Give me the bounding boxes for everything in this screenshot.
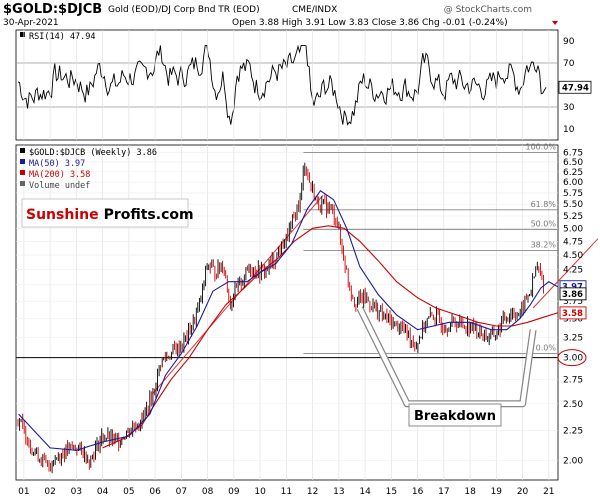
breakdown-label: Breakdown <box>414 409 496 424</box>
chart-date: 30-Apr-2021 <box>3 18 59 28</box>
rsi-value-label: 47.94 <box>562 83 589 93</box>
rsi-tick-30: 30 <box>563 103 575 113</box>
legend-ma200: MA(200) 3.58 <box>29 170 90 180</box>
rsi-legend-swatch <box>20 32 25 37</box>
fib-label: 100.0% <box>525 142 556 151</box>
logo-text: Sunshine Profits.com <box>26 207 194 223</box>
rsi-legend-label: RSI(14) 47.94 <box>29 32 96 42</box>
x-tick-05: 05 <box>123 487 134 497</box>
y-tick-2.75: 2.75 <box>563 376 583 386</box>
x-tick-06: 06 <box>149 487 161 497</box>
fibonacci-levels: 100.0% 61.8% 50.0% 38.2% 0.0% <box>303 142 558 354</box>
y-tick-5.50: 5.50 <box>563 200 583 210</box>
logo-text-profits: Profits.com <box>104 207 194 223</box>
y-tick-6.50: 6.50 <box>563 158 583 168</box>
breakdown-callout: Breakdown <box>408 403 502 427</box>
x-tick-11: 11 <box>281 487 292 497</box>
y-tick-5.75: 5.75 <box>563 189 583 199</box>
legend-swatch-ma50 <box>20 159 25 164</box>
chart-symbol: $GOLD:$DJCB <box>3 2 102 17</box>
x-tick-14: 14 <box>359 487 371 497</box>
rsi-tick-70: 70 <box>563 59 575 69</box>
rsi-tick-90: 90 <box>563 37 575 47</box>
rsi-value-tag: 47.94 <box>558 80 592 94</box>
legend-swatch-price <box>20 148 25 153</box>
legend-ma50: MA(50) 3.97 <box>29 159 85 169</box>
x-tick-13: 13 <box>333 487 344 497</box>
fib-label: 50.0% <box>531 219 557 228</box>
x-tick-17: 17 <box>438 487 449 497</box>
ohlc-readout: Open 3.88 High 3.91 Low 3.83 Close 3.86 … <box>232 18 508 28</box>
price-tag-label: 3.86 <box>562 290 583 300</box>
x-axis-ticks: 01 02 03 04 05 06 07 08 09 10 11 12 13 14 15 16 17 18 19 20… <box>18 487 554 497</box>
x-tick-19: 19 <box>491 487 503 497</box>
rsi-tick-10: 10 <box>563 125 575 135</box>
x-tick-21: 21 <box>543 487 554 497</box>
chart-description: Gold (EOD)/DJ Corp Bnd TR (EOD) <box>108 5 260 15</box>
chart-exchange: CME/INDX <box>292 5 337 15</box>
fib-label: 38.2% <box>531 241 557 250</box>
x-tick-02: 02 <box>44 487 55 497</box>
x-tick-03: 03 <box>71 487 82 497</box>
y-tick-5.00: 5.00 <box>563 224 583 234</box>
legend-price: $GOLD:$DJCB (Weekly) 3.86 <box>29 148 157 158</box>
price-panel: 100.0% 61.8% 50.0% 38.2% 0.0% Breakdown $GOL… <box>15 30 599 497</box>
rsi-legend: RSI(14) 47.94 <box>20 32 96 42</box>
rsi-line <box>17 44 547 126</box>
circle-3.00 <box>557 349 587 367</box>
x-tick-10: 10 <box>254 487 266 497</box>
circled-level <box>557 349 587 367</box>
support-trendline-extension <box>532 238 599 309</box>
y-tick-5.25: 5.25 <box>563 212 583 222</box>
legend-swatch-ma200 <box>20 170 25 175</box>
x-tick-09: 09 <box>228 487 240 497</box>
logo-text-sunshine: Sunshine <box>26 207 99 223</box>
rsi-value-box <box>558 80 592 94</box>
copyright-label: @ StockCharts.com <box>444 5 532 15</box>
y-tick-6.75: 6.75 <box>563 148 583 158</box>
x-tick-07: 07 <box>176 487 187 497</box>
fib-label: 0.0% <box>536 343 557 352</box>
fib-label: 61.8% <box>531 200 557 209</box>
y-tick-6.00: 6.00 <box>563 178 583 188</box>
y-tick-2.25: 2.25 <box>563 426 583 436</box>
rsi-grid <box>16 62 558 108</box>
y-tick-2.50: 2.50 <box>563 400 583 410</box>
breakdown-box <box>408 403 502 427</box>
price-legend: $GOLD:$DJCB (Weekly) 3.86 MA(50) 3.97 MA… <box>20 148 157 191</box>
sunshine-profits-logo: Sunshine Profits.com <box>21 198 194 228</box>
x-tick-01: 01 <box>18 487 29 497</box>
y-tick-4.50: 4.50 <box>563 251 583 261</box>
y-tick-6.25: 6.25 <box>563 168 583 178</box>
x-tick-20: 20 <box>517 487 529 497</box>
price-bars <box>17 162 544 474</box>
x-tick-15: 15 <box>386 487 397 497</box>
price-tags: 3.973.863.58 <box>559 280 587 320</box>
ma50-line <box>18 190 558 451</box>
price-tag-label: 3.58 <box>562 309 583 319</box>
price-y-ticks: 2.002.252.502.753.003.253.503.754.004.25… <box>563 148 583 466</box>
dropdown-arrow-icon[interactable] <box>552 21 558 25</box>
y-tick-2.00: 2.00 <box>563 456 583 466</box>
price-tag-3.86 <box>559 287 587 301</box>
y-tick-4.25: 4.25 <box>563 265 583 275</box>
y-tick-4.75: 4.75 <box>563 237 583 247</box>
logo-box <box>21 198 189 228</box>
x-tick-12: 12 <box>307 487 318 497</box>
y-tick-3.75: 3.75 <box>563 297 583 307</box>
y-tick-3.50: 3.50 <box>563 315 583 325</box>
x-tick-08: 08 <box>202 487 214 497</box>
rsi-panel: 1030507090 RSI(14) 47.94 47.94 <box>15 29 592 141</box>
x-tick-16: 16 <box>412 487 424 497</box>
legend-volume: Volume undef <box>29 181 90 191</box>
x-tick-18: 18 <box>464 487 476 497</box>
y-tick-3.00: 3.00 <box>563 354 583 364</box>
price-tag-3.58 <box>559 306 587 320</box>
ma200-line <box>102 225 558 449</box>
x-tick-04: 04 <box>97 487 109 497</box>
legend-swatch-volume <box>20 181 25 186</box>
y-tick-3.25: 3.25 <box>563 333 583 343</box>
price-frame <box>15 144 559 481</box>
